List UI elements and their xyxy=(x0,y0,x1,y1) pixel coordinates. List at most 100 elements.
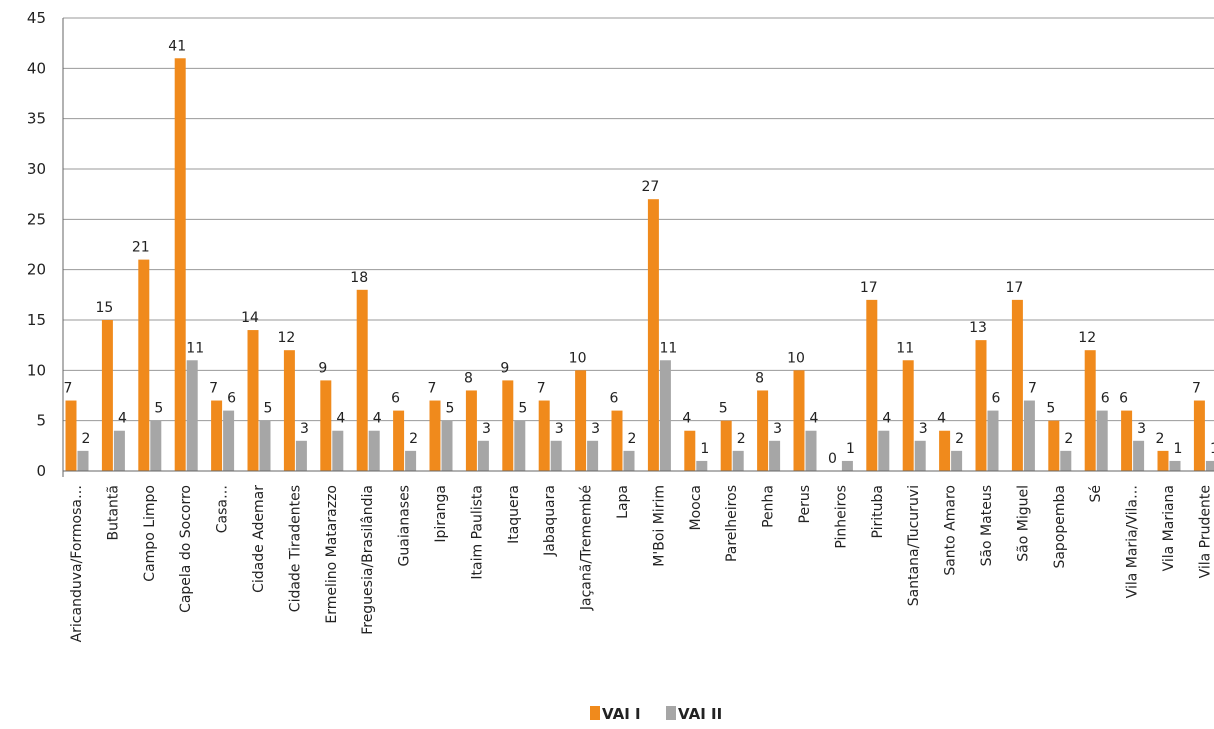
y-tick-label-45: 45 xyxy=(27,9,46,27)
x-tick-label-10: Ipiranga xyxy=(433,485,449,543)
data-label-vai-ii-15: 2 xyxy=(628,431,637,447)
bar-vai-i-9 xyxy=(393,410,405,471)
bar-vai-i-18 xyxy=(720,420,732,471)
data-label-vai-ii-29: 3 xyxy=(1137,421,1146,437)
bar-vai-ii-5 xyxy=(259,420,271,471)
x-tick-label-9: Guaianases xyxy=(397,485,413,566)
data-label-vai-ii-6: 3 xyxy=(300,421,309,437)
bar-vai-ii-3 xyxy=(186,360,198,471)
bar-vai-ii-28 xyxy=(1096,410,1108,471)
bar-vai-i-5 xyxy=(247,330,259,471)
data-label-vai-i-23: 11 xyxy=(896,340,914,356)
bar-vai-ii-0 xyxy=(77,450,89,471)
bar-vai-ii-11 xyxy=(477,440,489,471)
x-tick-label-21: Pinheiros xyxy=(833,485,849,549)
x-tick-label-31: Vila Prudente xyxy=(1197,485,1213,578)
bar-vai-i-2 xyxy=(138,259,150,471)
x-tick-label-25: São Mateus xyxy=(979,485,995,566)
x-tick-label-28: Sé xyxy=(1088,485,1104,503)
bar-vai-ii-12 xyxy=(514,420,526,471)
bar-vai-i-22 xyxy=(866,299,878,471)
data-label-vai-i-29: 6 xyxy=(1119,391,1128,407)
data-label-vai-ii-12: 5 xyxy=(518,401,527,417)
data-label-vai-ii-21: 1 xyxy=(846,441,855,457)
bar-vai-ii-29 xyxy=(1133,440,1145,471)
data-label-vai-i-3: 41 xyxy=(168,38,186,54)
bar-vai-ii-8 xyxy=(368,430,380,471)
x-tick-label-1: Butantã xyxy=(105,485,121,541)
bar-vai-ii-21 xyxy=(841,460,853,471)
bar-vai-ii-23 xyxy=(914,440,926,471)
data-label-vai-ii-17: 1 xyxy=(700,441,709,457)
data-label-vai-ii-8: 4 xyxy=(373,411,382,427)
data-label-vai-i-8: 18 xyxy=(350,270,368,286)
x-tick-label-2: Campo Limpo xyxy=(142,485,158,582)
data-label-vai-i-6: 12 xyxy=(277,330,295,346)
data-label-vai-ii-7: 4 xyxy=(336,411,345,427)
data-label-vai-ii-3: 11 xyxy=(186,340,204,356)
bar-vai-i-14 xyxy=(575,370,587,471)
bars: 7215421541117614512394184627583957310362… xyxy=(64,38,1214,472)
bar-vai-ii-13 xyxy=(550,440,562,471)
x-tick-label-20: Perus xyxy=(797,485,813,523)
bar-vai-ii-18 xyxy=(732,450,744,471)
data-label-vai-ii-22: 4 xyxy=(882,411,891,427)
bar-vai-i-27 xyxy=(1048,420,1060,471)
x-tick-label-26: São Miguel xyxy=(1015,485,1031,562)
data-label-vai-ii-13: 3 xyxy=(555,421,564,437)
bar-vai-i-17 xyxy=(684,430,696,471)
bar-vai-ii-6 xyxy=(295,440,307,471)
bar-vai-i-3 xyxy=(174,58,186,472)
data-label-vai-ii-30: 1 xyxy=(1174,441,1183,457)
bar-vai-ii-7 xyxy=(332,430,344,471)
x-tick-label-27: Sapopemba xyxy=(1052,485,1068,569)
x-tick-label-6: Cidade Tiradentes xyxy=(287,485,303,612)
bar-vai-i-0 xyxy=(65,400,77,471)
x-tick-label-17: Mooca xyxy=(688,485,704,531)
data-label-vai-ii-1: 4 xyxy=(118,411,127,427)
data-label-vai-i-4: 7 xyxy=(209,381,218,397)
data-label-vai-i-24: 4 xyxy=(937,411,946,427)
x-tick-label-18: Parelheiros xyxy=(724,485,740,562)
bar-vai-ii-1 xyxy=(113,430,125,471)
bar-vai-i-16 xyxy=(647,199,659,471)
x-tick-label-0: Aricanduva/Formosa… xyxy=(69,485,85,642)
bar-vai-i-28 xyxy=(1084,350,1096,471)
data-label-vai-ii-5: 5 xyxy=(264,401,273,417)
y-axis: 0 5 10 15 20 25 30 35 40 45 xyxy=(27,9,64,480)
x-tick-label-15: Lapa xyxy=(615,485,631,519)
data-label-vai-i-18: 5 xyxy=(719,401,728,417)
y-tick-label-0: 0 xyxy=(36,462,46,480)
data-label-vai-i-21: 0 xyxy=(828,451,837,467)
bar-vai-ii-26 xyxy=(1023,400,1035,471)
x-tick-label-11: Itaim Paulista xyxy=(469,485,485,580)
y-tick-label-5: 5 xyxy=(36,412,46,430)
data-label-vai-i-19: 8 xyxy=(755,370,764,386)
data-label-vai-ii-18: 2 xyxy=(737,431,746,447)
legend-label-vai-i: VAI I xyxy=(602,705,641,723)
legend-swatch-vai-ii xyxy=(666,706,676,720)
data-label-vai-i-28: 12 xyxy=(1078,330,1096,346)
bar-vai-ii-15 xyxy=(623,450,635,471)
bar-vai-i-26 xyxy=(1011,299,1023,471)
x-tick-label-14: Jaçanã/Tremembé xyxy=(579,485,595,611)
data-label-vai-ii-0: 2 xyxy=(82,431,91,447)
bar-vai-i-25 xyxy=(975,340,987,471)
data-label-vai-ii-14: 3 xyxy=(591,421,600,437)
y-tick-label-35: 35 xyxy=(27,110,46,128)
bar-vai-i-15 xyxy=(611,410,623,471)
data-label-vai-ii-11: 3 xyxy=(482,421,491,437)
data-label-vai-i-7: 9 xyxy=(318,360,327,376)
bar-vai-i-30 xyxy=(1157,450,1169,471)
x-tick-label-12: Itaquera xyxy=(506,485,522,544)
bar-vai-i-10 xyxy=(429,400,441,471)
bar-vai-ii-30 xyxy=(1169,460,1181,471)
x-tick-label-4: Casa… xyxy=(215,485,231,533)
data-label-vai-i-11: 8 xyxy=(464,370,473,386)
y-tick-label-15: 15 xyxy=(27,311,46,329)
data-label-vai-i-20: 10 xyxy=(787,350,805,366)
data-label-vai-i-27: 5 xyxy=(1046,401,1055,417)
data-label-vai-i-30: 2 xyxy=(1156,431,1165,447)
data-label-vai-ii-20: 4 xyxy=(810,411,819,427)
